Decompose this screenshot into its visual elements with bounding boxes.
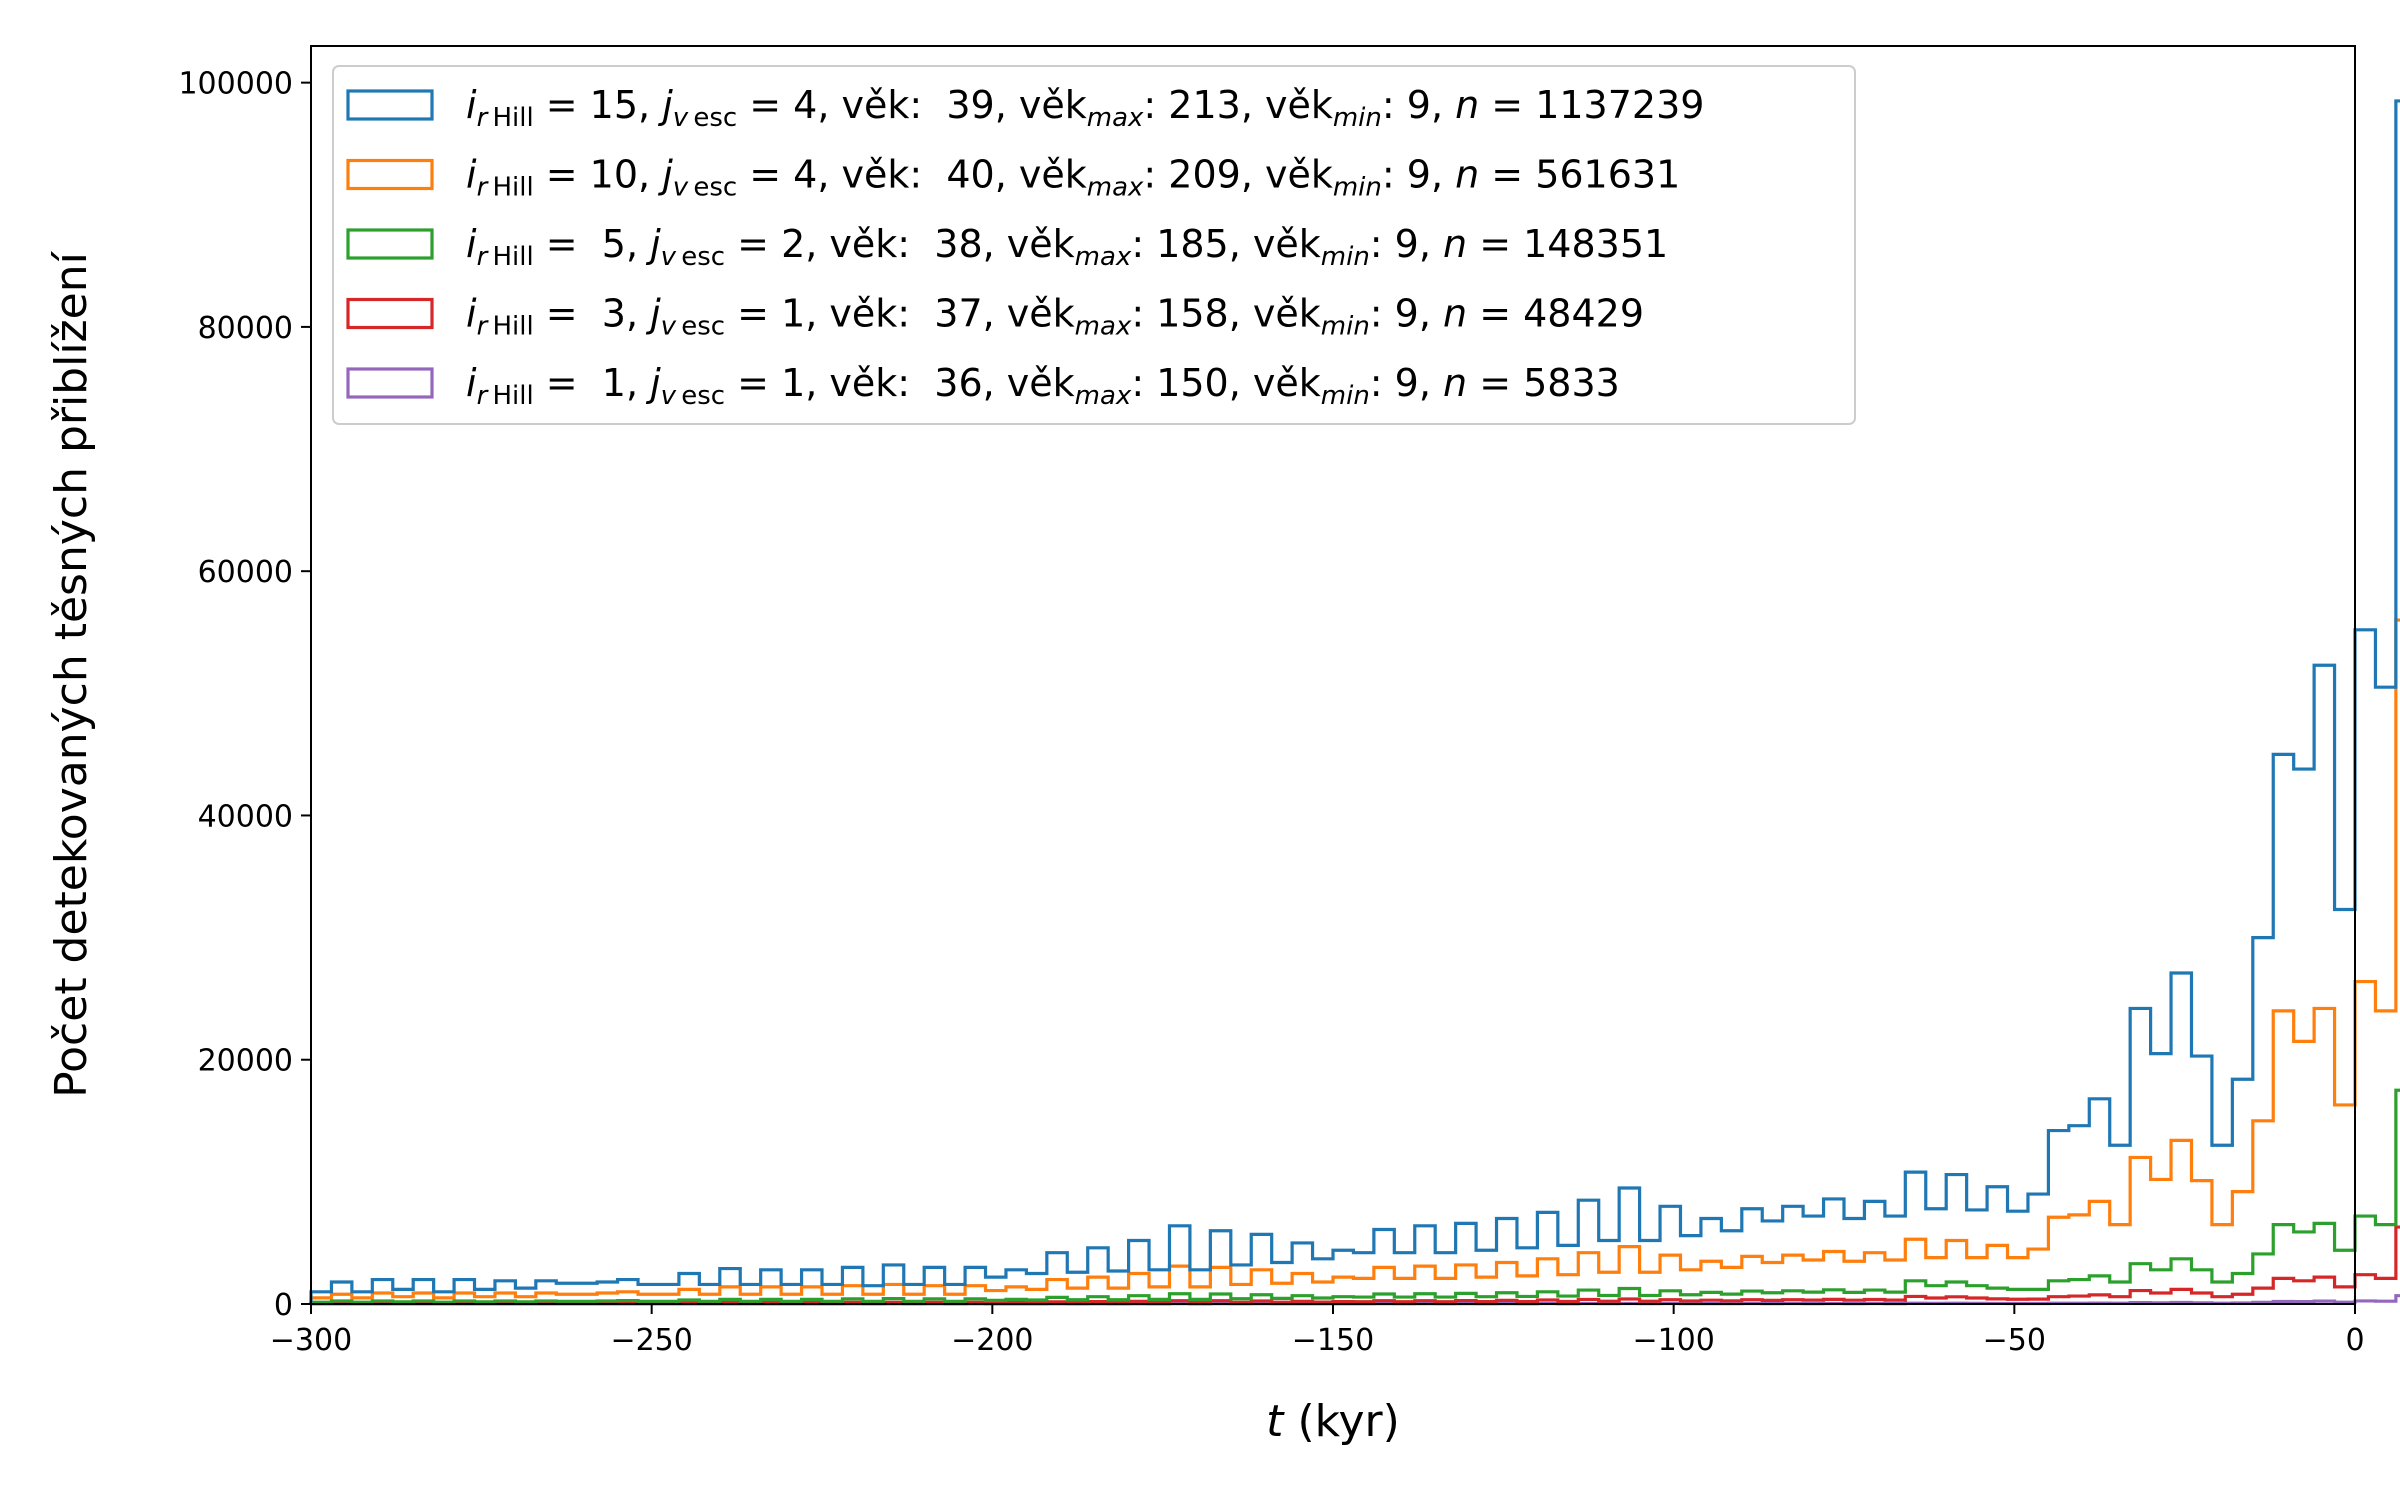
x-tick-label: −150 — [1292, 1323, 1374, 1358]
histogram-series-1-step-line — [309, 618, 2400, 1304]
x-tick-label: −250 — [610, 1323, 692, 1358]
x-tick-label: −200 — [951, 1323, 1033, 1358]
y-tick-label: 100000 — [178, 67, 293, 102]
legend-entry: ir Hill = 1, jv esc = 1, věk: 36, věkmax… — [466, 361, 1620, 411]
legend-frame — [332, 65, 1856, 425]
x-tick-label: −50 — [1983, 1323, 2046, 1358]
legend-swatch — [346, 367, 434, 399]
x-axis-unit: (kyr) — [1297, 1396, 1399, 1447]
x-tick-label: 0 — [2345, 1323, 2364, 1358]
y-tick-label: 80000 — [198, 311, 293, 346]
y-tick-label: 60000 — [198, 555, 293, 590]
x-axis: −300 −250 −200 −150 −100 −50 0 — [270, 1304, 2365, 1358]
legend-swatch — [346, 158, 434, 191]
x-tick-label: −300 — [270, 1323, 352, 1358]
y-tick-label: 0 — [274, 1288, 293, 1323]
legend-swatch — [346, 89, 434, 121]
histogram-series-3-step-line — [309, 1225, 2400, 1305]
legend-swatch — [346, 297, 434, 330]
x-tick-label: −100 — [1632, 1323, 1714, 1358]
y-tick-label: 40000 — [198, 799, 293, 834]
histogram-series-0-step-line — [309, 99, 2400, 1304]
x-axis-title: t (kyr) — [1266, 1396, 1400, 1447]
y-tick-label: 20000 — [198, 1044, 293, 1079]
legend-entry: ir Hill = 3, jv esc = 1, věk: 37, věkmax… — [466, 292, 1644, 342]
y-axis-title: Počet detekovaných těsných přiblížení — [46, 250, 97, 1097]
legend-entry: ir Hill = 10, jv esc = 4, věk: 40, věkma… — [466, 153, 1680, 203]
legend-entry: ir Hill = 5, jv esc = 2, věk: 38, věkmax… — [466, 222, 1668, 272]
legend-swatch — [346, 228, 434, 260]
x-axis-variable: t — [1266, 1396, 1285, 1447]
legend-entry: ir Hill = 15, jv esc = 4, věk: 39, věkma… — [466, 83, 1704, 133]
histogram-series-2-step-line — [309, 1088, 2400, 1304]
legend: ir Hill = 15, jv esc = 4, věk: 39, věkma… — [332, 65, 1856, 425]
y-axis: 0 20000 40000 60000 80000 100000 — [178, 67, 311, 1323]
